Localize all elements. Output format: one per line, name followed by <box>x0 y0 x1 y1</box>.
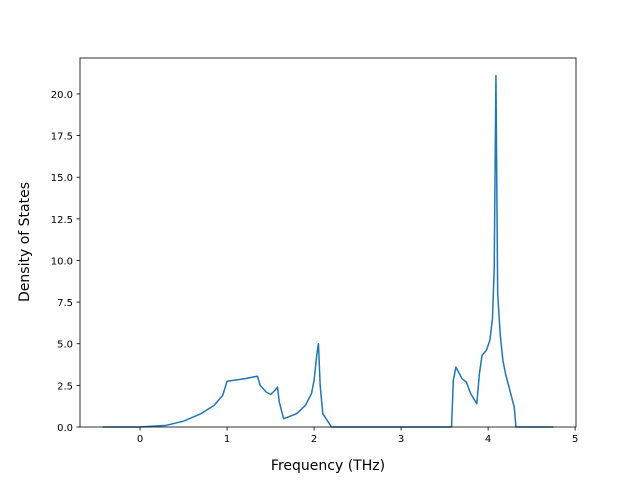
x-tick-label: 4 <box>485 434 491 445</box>
x-tick-label: 0 <box>137 434 143 445</box>
y-axis-label: Density of States <box>17 182 33 302</box>
x-tick-label: 5 <box>572 434 578 445</box>
plot-frame <box>79 57 577 428</box>
y-tick-label: 2.5 <box>57 381 73 392</box>
x-tick-label: 2 <box>311 434 317 445</box>
y-tick-label: 5.0 <box>57 340 73 351</box>
x-tick-label: 1 <box>224 434 230 445</box>
y-tick-label: 0.0 <box>57 423 73 434</box>
y-tick-label: 17.5 <box>51 132 73 143</box>
y-tick-label: 15.0 <box>51 173 73 184</box>
y-tick-label: 20.0 <box>51 90 73 101</box>
y-tick-label: 12.5 <box>51 215 73 226</box>
data-line <box>102 74 554 428</box>
y-tick-label: 10.0 <box>51 256 73 267</box>
x-tick-label: 3 <box>398 434 404 445</box>
x-axis-label: Frequency (THz) <box>271 458 385 474</box>
y-tick-label: 7.5 <box>57 298 73 309</box>
